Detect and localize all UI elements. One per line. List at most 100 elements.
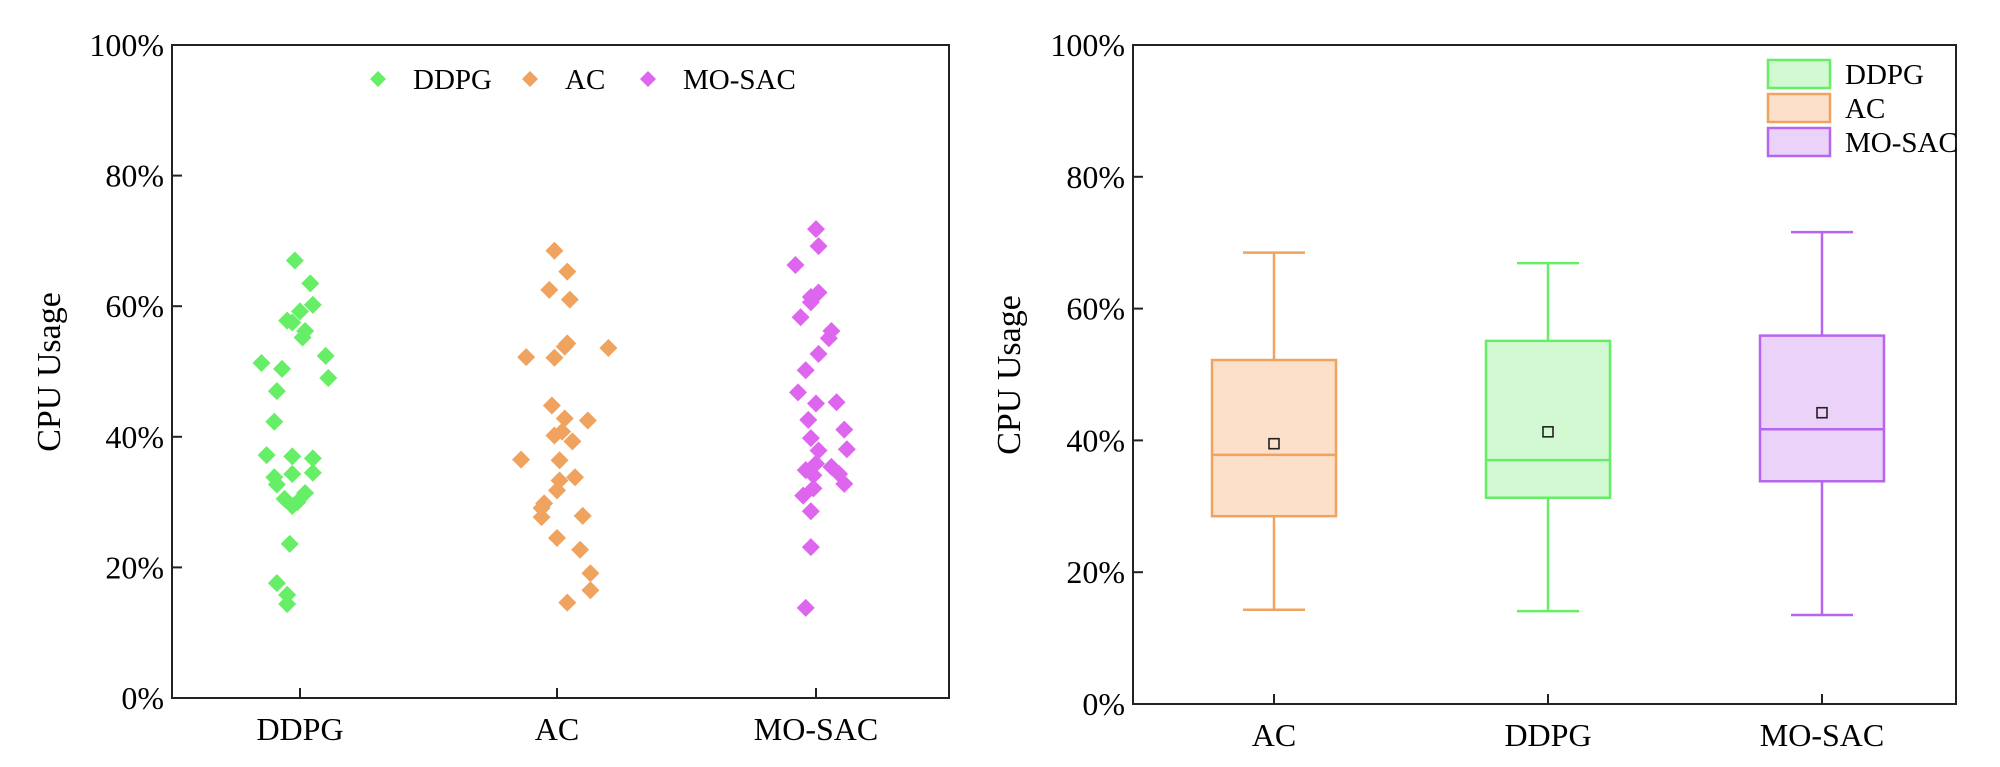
scatter-point-mo-sac — [837, 440, 856, 459]
scatter-point-ac — [560, 290, 579, 309]
scatter-point-mo-sac — [807, 394, 825, 413]
boxplot-y-axis-title: CPU Usage — [991, 295, 1028, 455]
scatter-legend-marker-ddpg — [370, 71, 386, 87]
scatter-legend-label-ddpg: DDPG — [413, 64, 492, 96]
scatter-point-ac — [512, 450, 531, 469]
box-iqr-ddpg — [1484, 339, 1612, 499]
boxplot-plot-frame — [1132, 44, 1957, 705]
box-ddpg — [1484, 261, 1612, 613]
scatter-point-mo-sac — [827, 393, 846, 412]
scatter-point-ac — [581, 564, 600, 583]
scatter-point-ac — [540, 280, 559, 299]
scatter-point-mo-sac — [835, 420, 854, 439]
scatter-point-ddpg — [283, 497, 302, 516]
scatter-y-tick-label: 100% — [89, 27, 164, 63]
scatter-point-mo-sac — [796, 361, 815, 380]
scatter-point-ddpg — [301, 274, 320, 293]
boxplot-y-tick-label: 60% — [1066, 291, 1125, 327]
scatter-legend-label-ac: AC — [565, 64, 605, 96]
scatter-y-tick-label: 40% — [105, 419, 164, 455]
scatter-series-ddpg — [252, 251, 338, 613]
scatter-point-ac — [555, 337, 574, 356]
scatter-point-ac — [581, 581, 600, 600]
scatter-point-mo-sac — [789, 383, 808, 402]
scatter-point-ac — [599, 338, 618, 357]
scatter-point-ddpg — [303, 295, 322, 314]
scatter-point-ddpg — [252, 354, 271, 373]
boxplot-legend-swatch-ddpg — [1766, 58, 1832, 90]
scatter-x-axis: DDPG AC MO-SAC — [256, 688, 878, 747]
boxplot-y-tick-label: 40% — [1066, 422, 1125, 458]
boxplot-x-tick-label-mo-sac: MO-SAC — [1760, 717, 1884, 753]
scatter-point-ac — [542, 396, 561, 415]
scatter-point-ac — [558, 593, 577, 612]
scatter-point-ddpg — [291, 302, 309, 321]
boxplot-x-tick-label-ac: AC — [1252, 717, 1296, 753]
scatter-points — [252, 220, 856, 617]
box-mo-sac — [1758, 230, 1886, 617]
scatter-legend-marker-ac — [522, 71, 538, 87]
scatter-legend: DDPG AC MO-SAC — [370, 64, 796, 96]
boxplot-legend-label-ac: AC — [1845, 93, 1885, 125]
scatter-point-ac — [532, 508, 551, 527]
scatter-point-ac — [558, 262, 577, 281]
scatter-point-ddpg — [319, 369, 338, 388]
scatter-point-ac — [555, 409, 574, 428]
boxplot-x-axis: AC DDPG MO-SAC — [1252, 694, 1884, 753]
boxplot-y-tick-label: 100% — [1050, 27, 1125, 63]
scatter-panel: 0% 20% 40% 60% 80% 100% DDPG AC MO-SAC DDPG AC MO… — [31, 27, 950, 747]
scatter-point-mo-sac — [801, 538, 820, 557]
scatter-point-ddpg — [278, 585, 297, 604]
scatter-point-mo-sac — [835, 474, 854, 493]
scatter-point-mo-sac — [807, 220, 825, 239]
boxplot-y-axis: 0% 20% 40% 60% 80% 100% — [1050, 27, 1143, 722]
boxplot-legend-swatch-mo-sac — [1766, 126, 1832, 158]
scatter-legend-marker-mo-sac — [640, 71, 656, 87]
box-mean-marker-ddpg — [1542, 426, 1554, 438]
boxplot-y-tick-label: 20% — [1066, 554, 1125, 590]
scatter-point-mo-sac — [809, 237, 828, 256]
scatter-point-ddpg — [273, 359, 292, 378]
boxplot-legend-label-mo-sac: MO-SAC — [1845, 127, 1958, 159]
scatter-point-ac — [563, 432, 582, 451]
scatter-plot-frame — [171, 44, 950, 699]
scatter-point-mo-sac — [791, 308, 810, 327]
boxplot-y-tick-label: 80% — [1066, 159, 1125, 195]
scatter-x-tick-label-mo-sac: MO-SAC — [754, 711, 878, 747]
scatter-point-mo-sac — [801, 293, 820, 312]
scatter-point-ac — [550, 451, 569, 470]
boxplot-y-tick-label: 0% — [1082, 686, 1125, 722]
scatter-point-ddpg — [267, 574, 286, 593]
scatter-point-ddpg — [278, 311, 297, 330]
scatter-point-ddpg — [316, 346, 335, 365]
scatter-point-mo-sac — [801, 429, 820, 448]
scatter-point-ddpg — [303, 463, 322, 482]
scatter-y-tick-label: 0% — [121, 680, 164, 716]
scatter-point-ddpg — [278, 594, 297, 613]
scatter-point-mo-sac — [794, 486, 813, 505]
scatter-y-axis: 0% 20% 40% 60% 80% 100% — [89, 27, 182, 716]
box-mean-marker-mo-sac — [1816, 406, 1828, 419]
scatter-point-ddpg — [267, 475, 286, 494]
scatter-point-mo-sac — [809, 344, 828, 363]
scatter-point-ac — [573, 506, 592, 525]
scatter-point-ddpg — [283, 447, 302, 466]
scatter-x-tick-label-ddpg: DDPG — [256, 711, 343, 747]
scatter-x-tick-label-ac: AC — [535, 711, 579, 747]
scatter-series-mo-sac — [786, 220, 856, 617]
scatter-point-mo-sac — [804, 466, 823, 485]
boxplot-legend-swatch-ac — [1766, 92, 1832, 124]
scatter-point-ddpg — [265, 412, 284, 431]
scatter-point-mo-sac — [801, 502, 820, 521]
scatter-point-mo-sac — [786, 256, 805, 275]
boxplot-legend-label-ddpg: DDPG — [1845, 59, 1924, 91]
scatter-point-mo-sac — [799, 410, 818, 429]
boxplot-panel: 0%20%40%60%80%100% AC DDPG MO-SAC DDPGACMO… — [991, 27, 1958, 753]
boxplot-x-tick-label-ddpg: DDPG — [1504, 717, 1591, 753]
scatter-point-ac — [532, 498, 551, 517]
scatter-point-mo-sac — [809, 441, 828, 460]
scatter-point-ac — [571, 540, 590, 559]
scatter-point-mo-sac — [819, 329, 838, 348]
